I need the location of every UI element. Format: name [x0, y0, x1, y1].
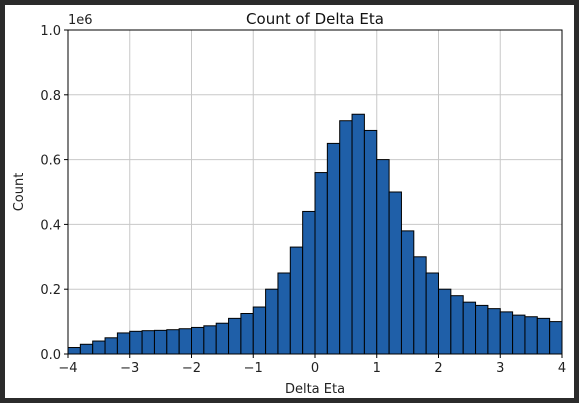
- histogram-bar: [153, 329, 168, 355]
- histogram-bar: [376, 159, 390, 355]
- x-tick-label: 3: [496, 361, 504, 376]
- histogram-bar: [326, 142, 341, 355]
- x-tick-label: −2: [182, 361, 201, 376]
- histogram-bar: [450, 295, 464, 355]
- histogram-bar: [215, 322, 230, 355]
- chart-frame: −4 −3 −2 −1 0 1 2 3 4 0.0 0.2 0.4 0.6 0.8 1.0 Count o…: [5, 5, 574, 398]
- histogram-bar: [475, 304, 489, 355]
- histogram-bar: [252, 306, 267, 355]
- histogram-bars: [67, 113, 563, 355]
- histogram-bar: [462, 301, 477, 355]
- histogram-bar: [203, 325, 217, 355]
- histogram-bar: [129, 330, 143, 355]
- histogram-bar: [277, 272, 291, 355]
- histogram-bar: [166, 329, 180, 355]
- histogram-bar: [191, 326, 205, 355]
- x-tick-label: 4: [558, 361, 566, 376]
- histogram-bar: [178, 328, 192, 355]
- y-tick-label: 0.4: [40, 218, 61, 233]
- histogram-bar: [400, 230, 415, 355]
- y-axis-ticks: 0.0 0.2 0.4 0.6 0.8 1.0: [40, 24, 68, 363]
- histogram-bar: [351, 113, 365, 355]
- histogram-bar: [92, 340, 106, 355]
- x-axis-ticks: −4 −3 −2 −1 0 1 2 3 4: [58, 354, 566, 376]
- histogram-bar: [67, 347, 81, 355]
- histogram-bar: [79, 343, 94, 355]
- histogram-bar: [487, 308, 501, 355]
- y-tick-label: 0.2: [40, 283, 61, 298]
- x-axis-label: Delta Eta: [285, 382, 345, 397]
- histogram-bar: [289, 246, 304, 355]
- histogram-bar: [104, 337, 118, 355]
- histogram-bar: [314, 172, 328, 355]
- histogram-bar: [363, 129, 378, 355]
- y-tick-label: 0.8: [40, 89, 61, 104]
- x-tick-label: 2: [434, 361, 442, 376]
- histogram-bar: [228, 317, 242, 355]
- histogram-bar: [524, 316, 538, 355]
- histogram-bar: [116, 332, 131, 355]
- x-tick-label: 0: [311, 361, 319, 376]
- histogram-bar: [536, 317, 551, 355]
- x-tick-label: −3: [120, 361, 139, 376]
- histogram-bar: [512, 314, 526, 355]
- histogram-bar: [388, 191, 402, 355]
- histogram-bar: [302, 210, 316, 355]
- histogram-bar: [425, 272, 439, 355]
- histogram-chart: −4 −3 −2 −1 0 1 2 3 4 0.0 0.2 0.4 0.6 0.8 1.0 Count o…: [12, 10, 566, 397]
- histogram-bar: [549, 321, 563, 355]
- histogram-bar: [240, 313, 254, 355]
- histogram-bar: [339, 120, 353, 355]
- y-tick-label: 0.6: [40, 154, 61, 169]
- y-axis-label: Count: [12, 173, 27, 212]
- histogram-bar: [141, 330, 155, 355]
- histogram-bar: [265, 288, 279, 355]
- histogram-bar: [438, 288, 452, 355]
- x-tick-label: 1: [373, 361, 381, 376]
- histogram-bar: [413, 256, 427, 355]
- x-tick-label: −4: [58, 361, 77, 376]
- x-tick-label: −1: [244, 361, 263, 376]
- chart-title: Count of Delta Eta: [246, 10, 384, 28]
- y-tick-label: 1.0: [40, 24, 61, 39]
- histogram-bar: [499, 311, 514, 355]
- y-offset-label: 1e6: [68, 13, 93, 28]
- y-tick-label: 0.0: [40, 348, 61, 363]
